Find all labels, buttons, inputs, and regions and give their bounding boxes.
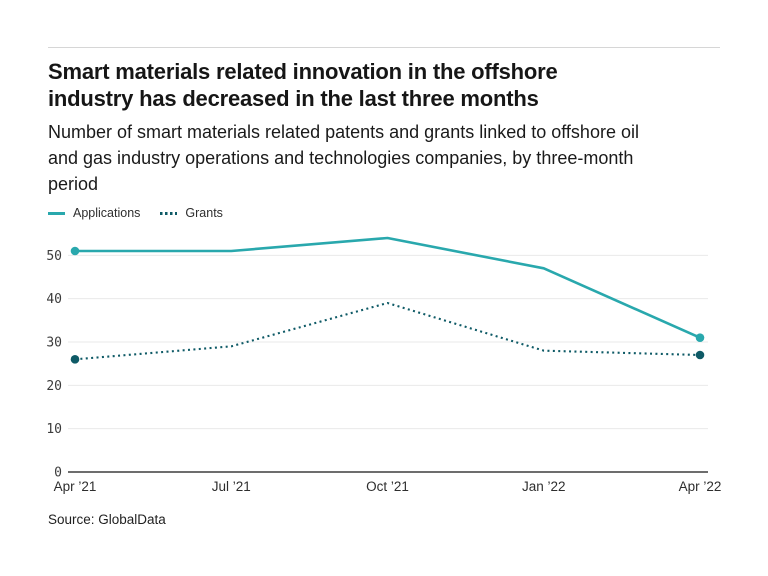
chart-subtitle-line: and gas industry operations and technolo… bbox=[48, 148, 634, 168]
applications-line-swatch-icon bbox=[48, 211, 65, 215]
data-point-grants-Apr ’21 bbox=[70, 355, 80, 364]
legend-item-grants: Grants bbox=[160, 206, 223, 220]
y-tick-label: 40 bbox=[46, 292, 62, 307]
x-tick-label: Oct ’21 bbox=[366, 479, 409, 494]
chart-subtitle-line: Number of smart materials related patent… bbox=[48, 122, 639, 142]
page-title: Smart materials related innovation in th… bbox=[48, 58, 728, 112]
y-tick-label: 10 bbox=[46, 422, 62, 437]
chart-legend: Applications Grants bbox=[48, 206, 223, 220]
legend-item-applications: Applications bbox=[48, 206, 140, 220]
data-point-grants-Apr ’22 bbox=[695, 350, 705, 360]
x-tick-label: Jul ’21 bbox=[212, 479, 251, 494]
y-tick-label: 0 bbox=[54, 466, 62, 481]
source-attribution: Source: GlobalData bbox=[48, 512, 166, 527]
data-point-applications-Apr ’22 bbox=[695, 333, 705, 342]
y-tick-label: 30 bbox=[46, 336, 62, 351]
grants-dotted-swatch-icon bbox=[160, 211, 178, 215]
chart-subtitle: Number of smart materials related patent… bbox=[48, 119, 738, 197]
series-line-grants bbox=[74, 301, 701, 361]
legend-label-grants: Grants bbox=[185, 206, 223, 220]
x-tick-label: Jan ’22 bbox=[522, 479, 566, 494]
top-divider bbox=[48, 47, 720, 48]
page-title-line: Smart materials related innovation in th… bbox=[48, 59, 558, 84]
legend-label-applications: Applications bbox=[73, 206, 141, 220]
page-title-line: industry has decreased in the last three… bbox=[48, 86, 539, 111]
series-line-applications bbox=[75, 236, 701, 339]
x-tick-label: Apr ’22 bbox=[679, 479, 722, 494]
y-tick-label: 50 bbox=[46, 249, 62, 264]
chart-subtitle-line: period bbox=[48, 174, 99, 194]
line-chart: 0 10 20 30 40 50 Apr ’21 Jul ’21 Oct ’21 Jan ’22 A… bbox=[46, 236, 722, 494]
data-point-applications-Apr ’21 bbox=[70, 246, 80, 256]
y-tick-label: 20 bbox=[46, 379, 62, 394]
x-tick-label: Apr ’21 bbox=[54, 479, 97, 494]
